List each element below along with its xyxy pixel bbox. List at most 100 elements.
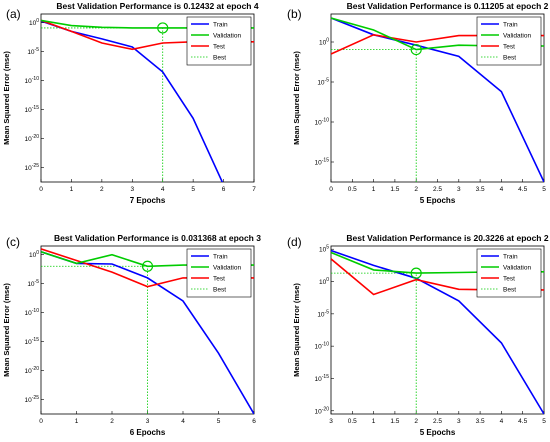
- x-axis-label: 5 Epochs: [420, 196, 456, 205]
- legend-entry-label: Train: [213, 22, 228, 29]
- best-marker: [141, 260, 154, 272]
- y-tick-label: 10-15: [25, 337, 40, 346]
- x-tick-label: 4: [500, 186, 504, 193]
- legend-entry-label: Train: [503, 22, 518, 29]
- chart-title: Best Validation Performance is 0.031368 …: [54, 233, 261, 243]
- best-marker: [410, 267, 422, 279]
- x-tick-label: 3: [457, 186, 461, 193]
- series-line-train: [331, 17, 544, 182]
- x-tick-label: 4: [181, 418, 185, 425]
- legend-entry-label: Train: [213, 254, 228, 261]
- x-tick-label: 5: [191, 186, 195, 193]
- chart-panel-2: (b) Best Validation Performance is 0.1120…: [287, 1, 549, 205]
- legend-entry-label: Validation: [503, 33, 531, 40]
- legend-entry-label: Best: [503, 55, 516, 62]
- y-tick-label: 105: [319, 245, 329, 254]
- x-tick-label: 1: [372, 418, 376, 425]
- y-tick-label: 100: [319, 38, 329, 47]
- x-tick-label: 0.5: [348, 418, 357, 425]
- legend: Train Validation Test Best: [186, 248, 252, 298]
- best-marker: [157, 22, 169, 34]
- series-line-train: [331, 249, 544, 414]
- y-tick-label: 100: [29, 18, 39, 27]
- x-tick-label: 1: [372, 186, 376, 193]
- legend-entry-label: Validation: [213, 265, 241, 272]
- x-tick-label: 4: [500, 418, 504, 425]
- x-tick-label: 1: [75, 418, 79, 425]
- chart-panel-4: (d) Best Validation Performance is 20.322…: [287, 233, 549, 437]
- y-axis-label: Mean Squared Error (mse): [2, 283, 11, 377]
- x-tick-label: 0.5: [348, 186, 357, 193]
- legend-entry-label: Test: [213, 44, 225, 51]
- panel-label: (d): [287, 235, 302, 249]
- x-tick-label: 2: [100, 186, 104, 193]
- legend-entry-label: Train: [503, 254, 518, 261]
- legend-entry-label: Best: [213, 55, 226, 62]
- x-axis-label: 6 Epochs: [130, 428, 166, 437]
- y-tick-label: 10-15: [25, 105, 40, 114]
- y-tick-label: 10-5: [27, 47, 39, 56]
- y-axis-label: Mean Squared Error (mse): [292, 283, 301, 377]
- x-tick-label: 4: [161, 186, 165, 193]
- legend-entry-label: Best: [503, 287, 516, 294]
- y-tick-label: 10-10: [315, 118, 330, 127]
- x-tick-label: 3: [457, 418, 461, 425]
- y-tick-label: 10-10: [25, 308, 40, 317]
- y-tick-label: 100: [29, 250, 39, 259]
- chart-panel-3: (c) Best Validation Performance is 0.0313…: [2, 233, 261, 437]
- x-tick-label: 0: [39, 418, 43, 425]
- chart-title: Best Validation Performance is 20.3226 a…: [346, 233, 548, 243]
- x-axis-label: 7 Epochs: [130, 196, 166, 205]
- y-tick-label: 10-25: [25, 163, 40, 172]
- y-tick-label: 10-20: [25, 366, 40, 375]
- y-tick-label: 10-10: [25, 76, 40, 85]
- x-tick-label: 1.5: [390, 418, 399, 425]
- x-tick-label: 2.5: [433, 418, 442, 425]
- x-tick-label: 5: [217, 418, 221, 425]
- y-tick-label: 10-15: [315, 158, 330, 167]
- y-tick-label: 10-10: [315, 342, 330, 351]
- legend-entry-label: Best: [213, 287, 226, 294]
- x-tick-label: 3.5: [476, 418, 485, 425]
- y-tick-label: 10-5: [317, 78, 329, 87]
- x-tick-label: 3: [130, 186, 134, 193]
- legend-entry-label: Test: [503, 276, 515, 283]
- y-axis-label: Mean Squared Error (mse): [292, 51, 301, 145]
- x-tick-label: 3.5: [476, 186, 485, 193]
- y-tick-label: 10-25: [25, 395, 40, 404]
- legend-entry-label: Test: [503, 44, 515, 51]
- x-tick-label: 2: [414, 418, 418, 425]
- x-axis-label: 5 Epochs: [420, 428, 456, 437]
- legend-entry-label: Validation: [503, 265, 531, 272]
- legend: Train Validation Test Best: [476, 248, 542, 298]
- legend: Train Validation Test Best: [186, 16, 252, 66]
- x-tick-label: 0: [329, 186, 333, 193]
- best-marker: [410, 43, 422, 56]
- x-tick-label: 3: [146, 418, 150, 425]
- x-tick-label: 6: [222, 186, 226, 193]
- x-tick-label: 1.5: [390, 186, 399, 193]
- legend: Train Validation Test Best: [476, 16, 542, 66]
- x-tick-label: 0: [39, 186, 43, 193]
- panel-label: (c): [6, 235, 20, 249]
- x-tick-label: 3: [329, 418, 333, 425]
- y-tick-label: 10-5: [317, 309, 329, 318]
- x-tick-label: 7: [252, 186, 256, 193]
- legend-entry-label: Test: [213, 276, 225, 283]
- legend-entry-label: Validation: [213, 33, 241, 40]
- x-tick-label: 4.5: [518, 418, 527, 425]
- x-tick-label: 1: [70, 186, 74, 193]
- x-tick-label: 5: [542, 186, 546, 193]
- x-tick-label: 5: [542, 418, 546, 425]
- y-axis-label: Mean Squared Error (mse): [2, 51, 11, 145]
- chart-panel-1: (a) Best Validation Performance is 0.1243…: [2, 1, 259, 205]
- y-tick-label: 10-20: [25, 134, 40, 143]
- x-tick-label: 2: [414, 186, 418, 193]
- y-tick-label: 100: [319, 277, 329, 286]
- x-tick-label: 2: [110, 418, 114, 425]
- y-tick-label: 10-5: [27, 279, 39, 288]
- chart-title: Best Validation Performance is 0.11205 a…: [347, 1, 549, 11]
- chart-title: Best Validation Performance is 0.12432 a…: [56, 1, 258, 11]
- panel-label: (a): [6, 7, 21, 21]
